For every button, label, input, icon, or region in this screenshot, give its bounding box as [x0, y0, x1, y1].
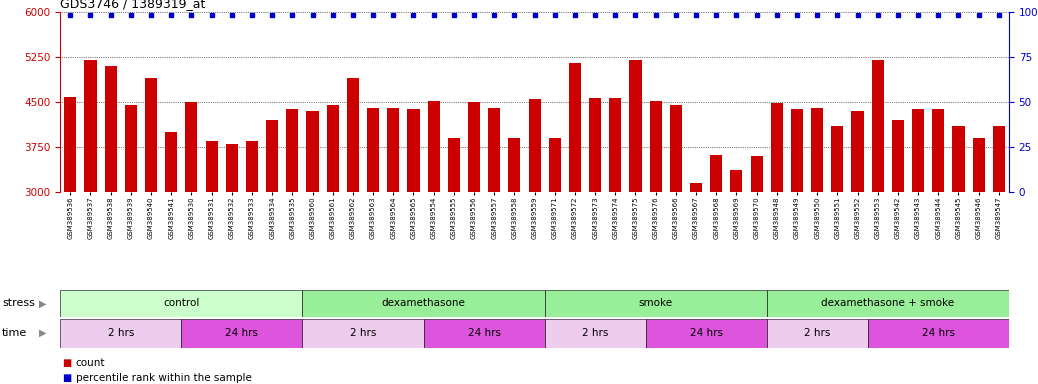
Bar	[428, 101, 440, 192]
Bar	[811, 108, 823, 192]
Bar	[327, 105, 338, 192]
Bar	[731, 170, 742, 192]
Text: ▶: ▶	[39, 328, 47, 338]
Bar	[569, 63, 581, 192]
Bar	[302, 319, 424, 348]
Bar	[306, 111, 319, 192]
Bar	[892, 120, 904, 192]
Bar	[387, 108, 400, 192]
Bar	[973, 138, 985, 192]
Bar	[629, 60, 641, 192]
Text: 2 hrs: 2 hrs	[582, 328, 608, 338]
Text: ▶: ▶	[39, 298, 47, 308]
Bar	[84, 60, 97, 192]
Bar	[424, 319, 545, 348]
Bar	[690, 183, 702, 192]
Text: control: control	[163, 298, 199, 308]
Bar	[60, 290, 302, 317]
Bar	[246, 141, 258, 192]
Bar	[771, 103, 783, 192]
Bar	[831, 126, 844, 192]
Bar	[447, 138, 460, 192]
Bar	[791, 109, 803, 192]
Bar	[165, 132, 177, 192]
Bar	[347, 78, 359, 192]
Text: percentile rank within the sample: percentile rank within the sample	[76, 373, 251, 383]
Text: 2 hrs: 2 hrs	[350, 328, 376, 338]
Bar	[266, 120, 278, 192]
Bar	[225, 144, 238, 192]
Bar	[868, 319, 1009, 348]
Bar	[992, 126, 1005, 192]
Bar	[767, 290, 1009, 317]
Bar	[105, 66, 116, 192]
Text: dexamethasone + smoke: dexamethasone + smoke	[821, 298, 954, 308]
Bar	[953, 126, 964, 192]
Text: dexamethasone: dexamethasone	[382, 298, 465, 308]
Bar	[206, 141, 218, 192]
Text: 24 hrs: 24 hrs	[467, 328, 500, 338]
Bar	[767, 319, 868, 348]
Bar	[549, 138, 561, 192]
Bar	[407, 109, 419, 192]
Bar	[650, 101, 662, 192]
Text: 24 hrs: 24 hrs	[922, 328, 955, 338]
Bar	[710, 155, 722, 192]
Bar	[851, 111, 864, 192]
Bar	[912, 109, 924, 192]
Text: stress: stress	[2, 298, 35, 308]
Text: 24 hrs: 24 hrs	[689, 328, 722, 338]
Bar	[609, 98, 622, 192]
Text: count: count	[76, 358, 105, 368]
Text: ■: ■	[62, 358, 72, 368]
Bar	[590, 98, 601, 192]
Text: smoke: smoke	[638, 298, 673, 308]
Text: ■: ■	[62, 373, 72, 383]
Text: GDS3746 / 1389319_at: GDS3746 / 1389319_at	[60, 0, 206, 10]
Bar	[488, 108, 500, 192]
Text: 24 hrs: 24 hrs	[225, 328, 258, 338]
Bar	[145, 78, 157, 192]
Bar	[60, 319, 182, 348]
Bar	[528, 99, 541, 192]
Bar	[186, 102, 197, 192]
Bar	[509, 138, 520, 192]
Bar	[64, 97, 77, 192]
Bar	[750, 156, 763, 192]
Bar	[545, 290, 767, 317]
Bar	[302, 290, 545, 317]
Text: 2 hrs: 2 hrs	[108, 328, 134, 338]
Bar	[468, 102, 480, 192]
Bar	[670, 105, 682, 192]
Bar	[286, 109, 298, 192]
Bar	[646, 319, 767, 348]
Bar	[872, 60, 883, 192]
Text: 2 hrs: 2 hrs	[804, 328, 830, 338]
Bar	[545, 319, 646, 348]
Bar	[932, 109, 945, 192]
Bar	[367, 108, 379, 192]
Bar	[125, 105, 137, 192]
Bar	[182, 319, 302, 348]
Text: time: time	[2, 328, 27, 338]
